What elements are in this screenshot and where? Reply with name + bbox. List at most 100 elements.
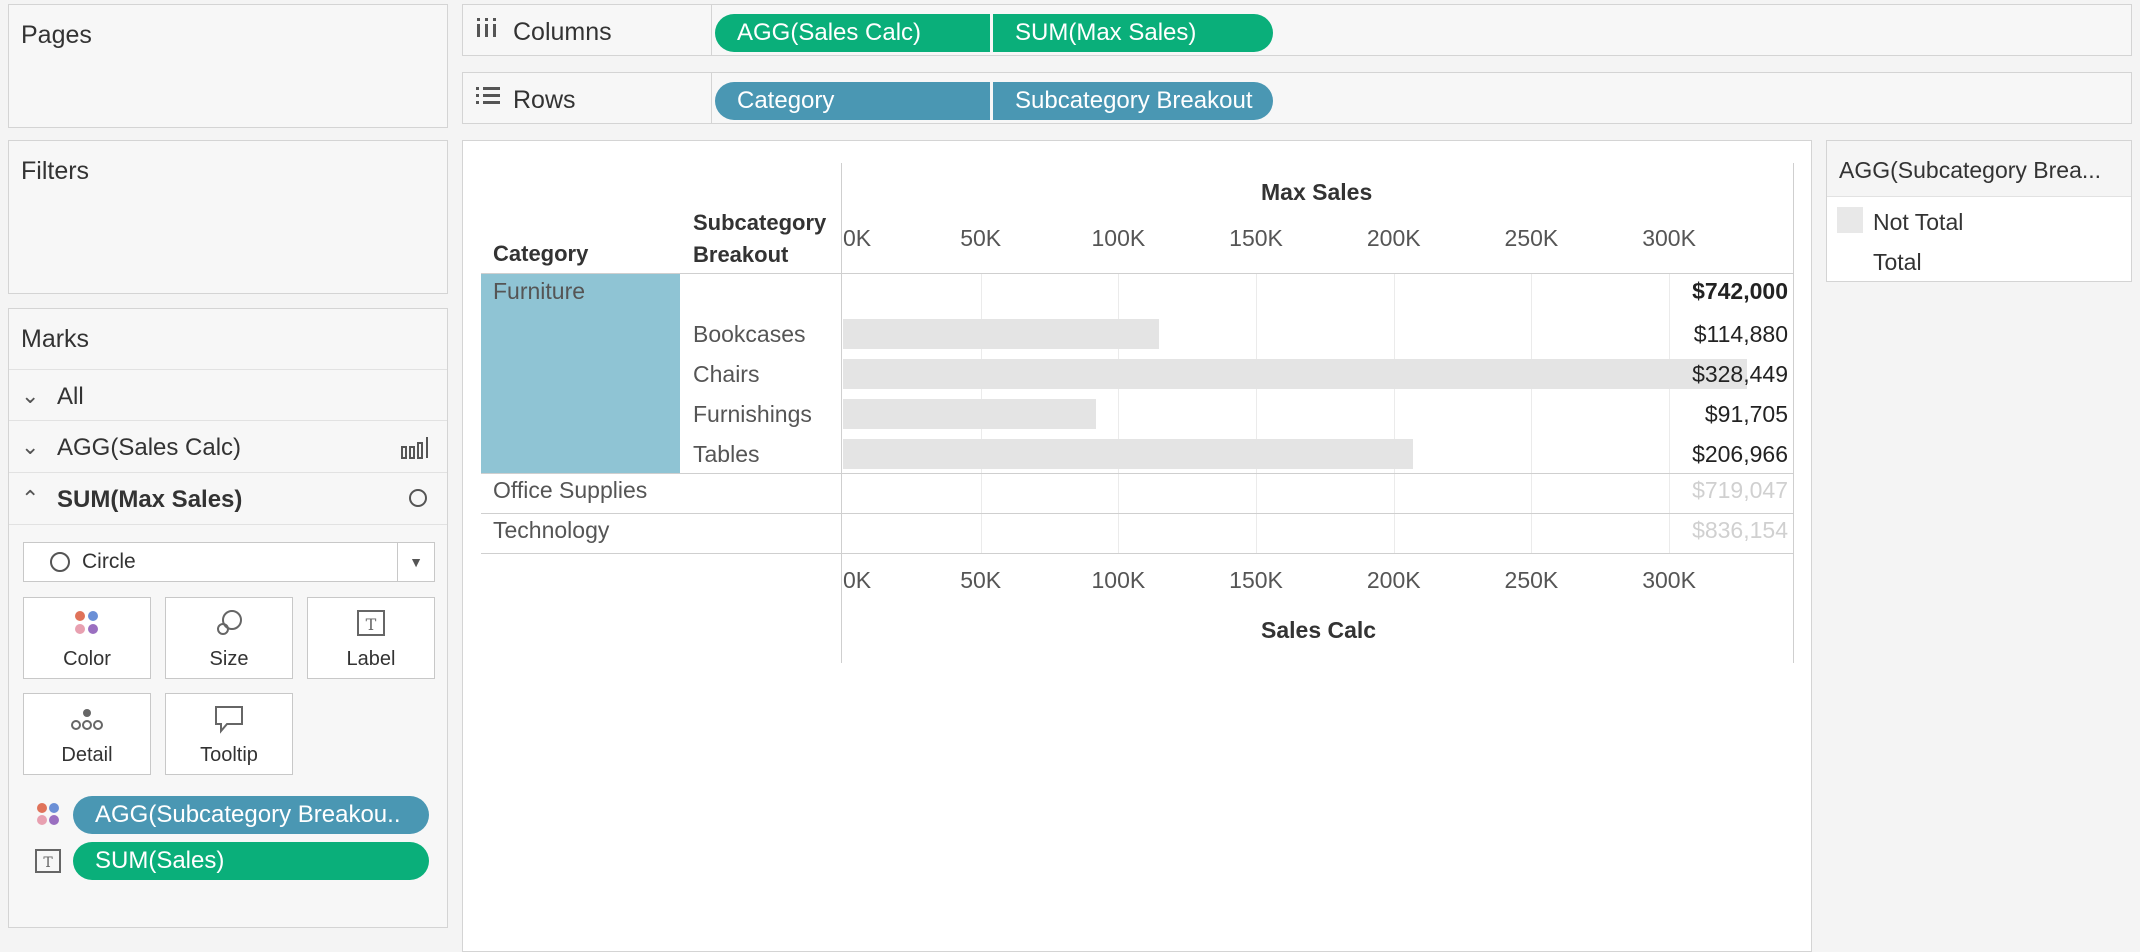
- detail-button[interactable]: Detail: [23, 693, 151, 775]
- top-axis-tick: 250K: [1504, 225, 1559, 251]
- marks-card-label: SUM(Max Sales): [57, 486, 243, 513]
- gridline: [1256, 274, 1258, 553]
- label-label: Label: [346, 648, 396, 670]
- bar-mark[interactable]: [843, 439, 1413, 469]
- svg-text:T: T: [366, 615, 377, 634]
- top-axis-tick: 50K: [960, 225, 1002, 251]
- rows-icon: [475, 83, 501, 114]
- category-pill[interactable]: Category: [715, 82, 990, 120]
- row-divider: [481, 473, 1793, 474]
- subcategory-cell[interactable]: Furnishings: [693, 401, 812, 427]
- bottom-axis-tick: 150K: [1229, 567, 1283, 593]
- top-axis-title[interactable]: Max Sales: [1261, 179, 1373, 205]
- gridline: [1531, 274, 1533, 553]
- columns-icon: [475, 15, 499, 46]
- legend-swatch-total[interactable]: [1837, 247, 1863, 273]
- gridline: [1393, 274, 1395, 553]
- category-cell[interactable]: Office Supplies: [493, 477, 648, 503]
- agg-sales-calc-pill[interactable]: AGG(Sales Calc): [715, 14, 990, 52]
- value-label[interactable]: $719,047: [1692, 477, 1788, 503]
- category-cell[interactable]: Furniture: [493, 278, 586, 304]
- marks-card-sum-max-sales[interactable]: ⌃ SUM(Max Sales): [9, 473, 447, 525]
- rows-label: Rows: [513, 86, 576, 114]
- bottom-axis-tick: 50K: [960, 567, 1002, 593]
- filters-panel[interactable]: Filters: [8, 140, 448, 294]
- tooltip-bubble-icon: [166, 704, 292, 741]
- marks-panel: Marks ⌄ All ⌄ AGG(Sales Calc) ⌃ SUM(Max …: [8, 308, 448, 928]
- size-icon: [166, 608, 292, 645]
- gridline: [1118, 274, 1120, 553]
- bar-mark[interactable]: [843, 399, 1096, 429]
- color-legend[interactable]: AGG(Subcategory Brea... Not Total Total: [1826, 140, 2132, 282]
- bottom-axis-tick: 100K: [1091, 567, 1146, 593]
- bottom-axis-title[interactable]: Sales Calc: [1261, 617, 1377, 643]
- bottom-axis-tick: 200K: [1366, 567, 1421, 593]
- marks-title: Marks: [21, 325, 90, 353]
- furniture-highlight[interactable]: [481, 274, 680, 473]
- value-label[interactable]: $836,154: [1692, 517, 1788, 543]
- value-label[interactable]: $206,966: [1692, 441, 1788, 467]
- legend-title[interactable]: AGG(Subcategory Brea...: [1827, 141, 2131, 197]
- pages-title: Pages: [21, 21, 92, 49]
- subcategory-header[interactable]: Subcategory Breakout: [693, 210, 827, 267]
- chevron-up-icon[interactable]: ⌃: [21, 486, 40, 511]
- label-button[interactable]: T Label: [307, 597, 435, 679]
- table-bottom-rule: [481, 553, 1793, 554]
- legend-label-total[interactable]: Total: [1873, 249, 1922, 275]
- color-button[interactable]: Color: [23, 597, 151, 679]
- bottom-axis-tick: 250K: [1504, 567, 1559, 593]
- value-label[interactable]: $91,705: [1704, 401, 1788, 427]
- bottom-axis-tick: 300K: [1642, 567, 1696, 593]
- chevron-down-icon[interactable]: ⌄: [21, 383, 40, 408]
- subcategory-breakout-pill[interactable]: Subcategory Breakout: [993, 82, 1273, 120]
- columns-shelf[interactable]: Columns AGG(Sales Calc) SUM(Max Sales): [462, 4, 2132, 56]
- marks-card-agg-sales-calc[interactable]: ⌄ AGG(Sales Calc): [9, 421, 447, 473]
- value-label[interactable]: $114,880: [1693, 321, 1788, 347]
- marks-card-label: AGG(Sales Calc): [57, 434, 242, 461]
- label-field-pill[interactable]: SUM(Sales): [73, 842, 429, 880]
- subcategory-cell[interactable]: Bookcases: [693, 321, 806, 347]
- detail-label: Detail: [61, 744, 113, 766]
- color-dots-icon: [24, 608, 150, 645]
- color-dots-icon: [35, 801, 61, 832]
- top-axis-tick: 150K: [1229, 225, 1283, 251]
- mark-type-dropdown[interactable]: Circle ▼: [23, 542, 435, 582]
- color-label: Color: [63, 648, 111, 670]
- columns-label: Columns: [513, 18, 612, 46]
- mark-type-value: Circle: [82, 550, 136, 573]
- viz-view[interactable]: Category Subcategory Breakout Max Sales S…: [462, 140, 1812, 952]
- top-axis-tick: 0K: [843, 225, 872, 251]
- pane-right-border: [1793, 163, 1794, 663]
- subcategory-cell[interactable]: Chairs: [693, 361, 760, 387]
- tooltip-button[interactable]: Tooltip: [165, 693, 293, 775]
- bar-mark[interactable]: [843, 319, 1160, 349]
- label-T-icon: T: [35, 848, 61, 879]
- category-cell[interactable]: Technology: [493, 517, 610, 543]
- detail-dots-icon: [24, 704, 150, 741]
- bar-mark[interactable]: [843, 359, 1748, 389]
- value-label[interactable]: $328,449: [1692, 361, 1788, 387]
- marks-card-label: All: [57, 383, 84, 410]
- pages-panel: Pages: [8, 4, 448, 128]
- sum-max-sales-pill[interactable]: SUM(Max Sales): [993, 14, 1273, 52]
- bar-chart-icon: [401, 435, 429, 465]
- top-axis-tick: 200K: [1366, 225, 1421, 251]
- dropdown-arrow-icon[interactable]: ▼: [397, 543, 434, 581]
- legend-label-not-total[interactable]: Not Total: [1873, 209, 1964, 235]
- category-header[interactable]: Category: [493, 241, 589, 266]
- value-label[interactable]: $742,000: [1692, 278, 1788, 304]
- tooltip-label: Tooltip: [200, 744, 258, 766]
- size-button[interactable]: Size: [165, 597, 293, 679]
- bottom-axis-tick: 0K: [843, 567, 872, 593]
- marks-card-all[interactable]: ⌄ All: [9, 369, 447, 421]
- legend-swatch-not-total[interactable]: [1837, 207, 1863, 233]
- pane-left-border: [841, 163, 842, 663]
- rows-shelf-label: Rows: [463, 73, 712, 123]
- rows-shelf[interactable]: Rows Category Subcategory Breakout: [462, 72, 2132, 124]
- gridline: [1669, 274, 1671, 553]
- chevron-down-icon[interactable]: ⌄: [21, 434, 40, 459]
- size-label: Size: [209, 648, 249, 670]
- color-field-pill[interactable]: AGG(Subcategory Breakou..: [73, 796, 429, 834]
- subcategory-cell[interactable]: Tables: [693, 441, 760, 467]
- columns-shelf-label: Columns: [463, 5, 712, 55]
